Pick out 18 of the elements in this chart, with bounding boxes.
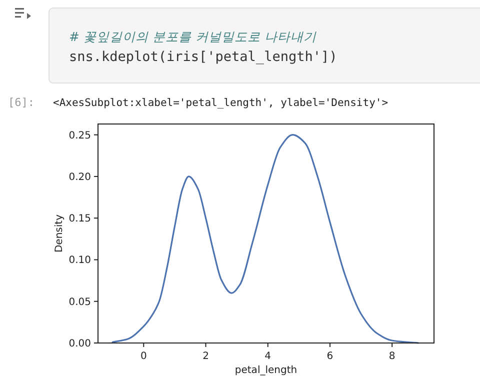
y-axis-title: Density (54, 214, 65, 253)
y-tick-label: 0.20 (68, 172, 91, 183)
x-tick-label: 4 (264, 351, 272, 362)
text: <AxesSubplot:xlabel='petal_length', ylabel='Density'> (53, 97, 388, 109)
text: sns.kdeplot(iris['petal_length']) (69, 49, 338, 65)
y-tick-label: 0.00 (68, 338, 91, 350)
x-tick-label: 8 (388, 351, 396, 362)
x-tick-label: 2 (202, 351, 209, 362)
text: [6]: (8, 96, 34, 109)
x-tick-label: 6 (326, 351, 334, 362)
y-tick-label: 0.15 (68, 214, 91, 225)
x-tick-label: 0 (140, 351, 147, 362)
text: # 꽃잎길이의 분포를 커널밀도로 나타내기 (69, 29, 316, 44)
y-tick-label: 0.25 (68, 130, 91, 142)
x-axis-title: petal_length (234, 365, 298, 376)
y-tick-label: 0.05 (68, 296, 91, 308)
line-series (112, 134, 420, 344)
y-tick-label: 0.10 (68, 255, 91, 266)
